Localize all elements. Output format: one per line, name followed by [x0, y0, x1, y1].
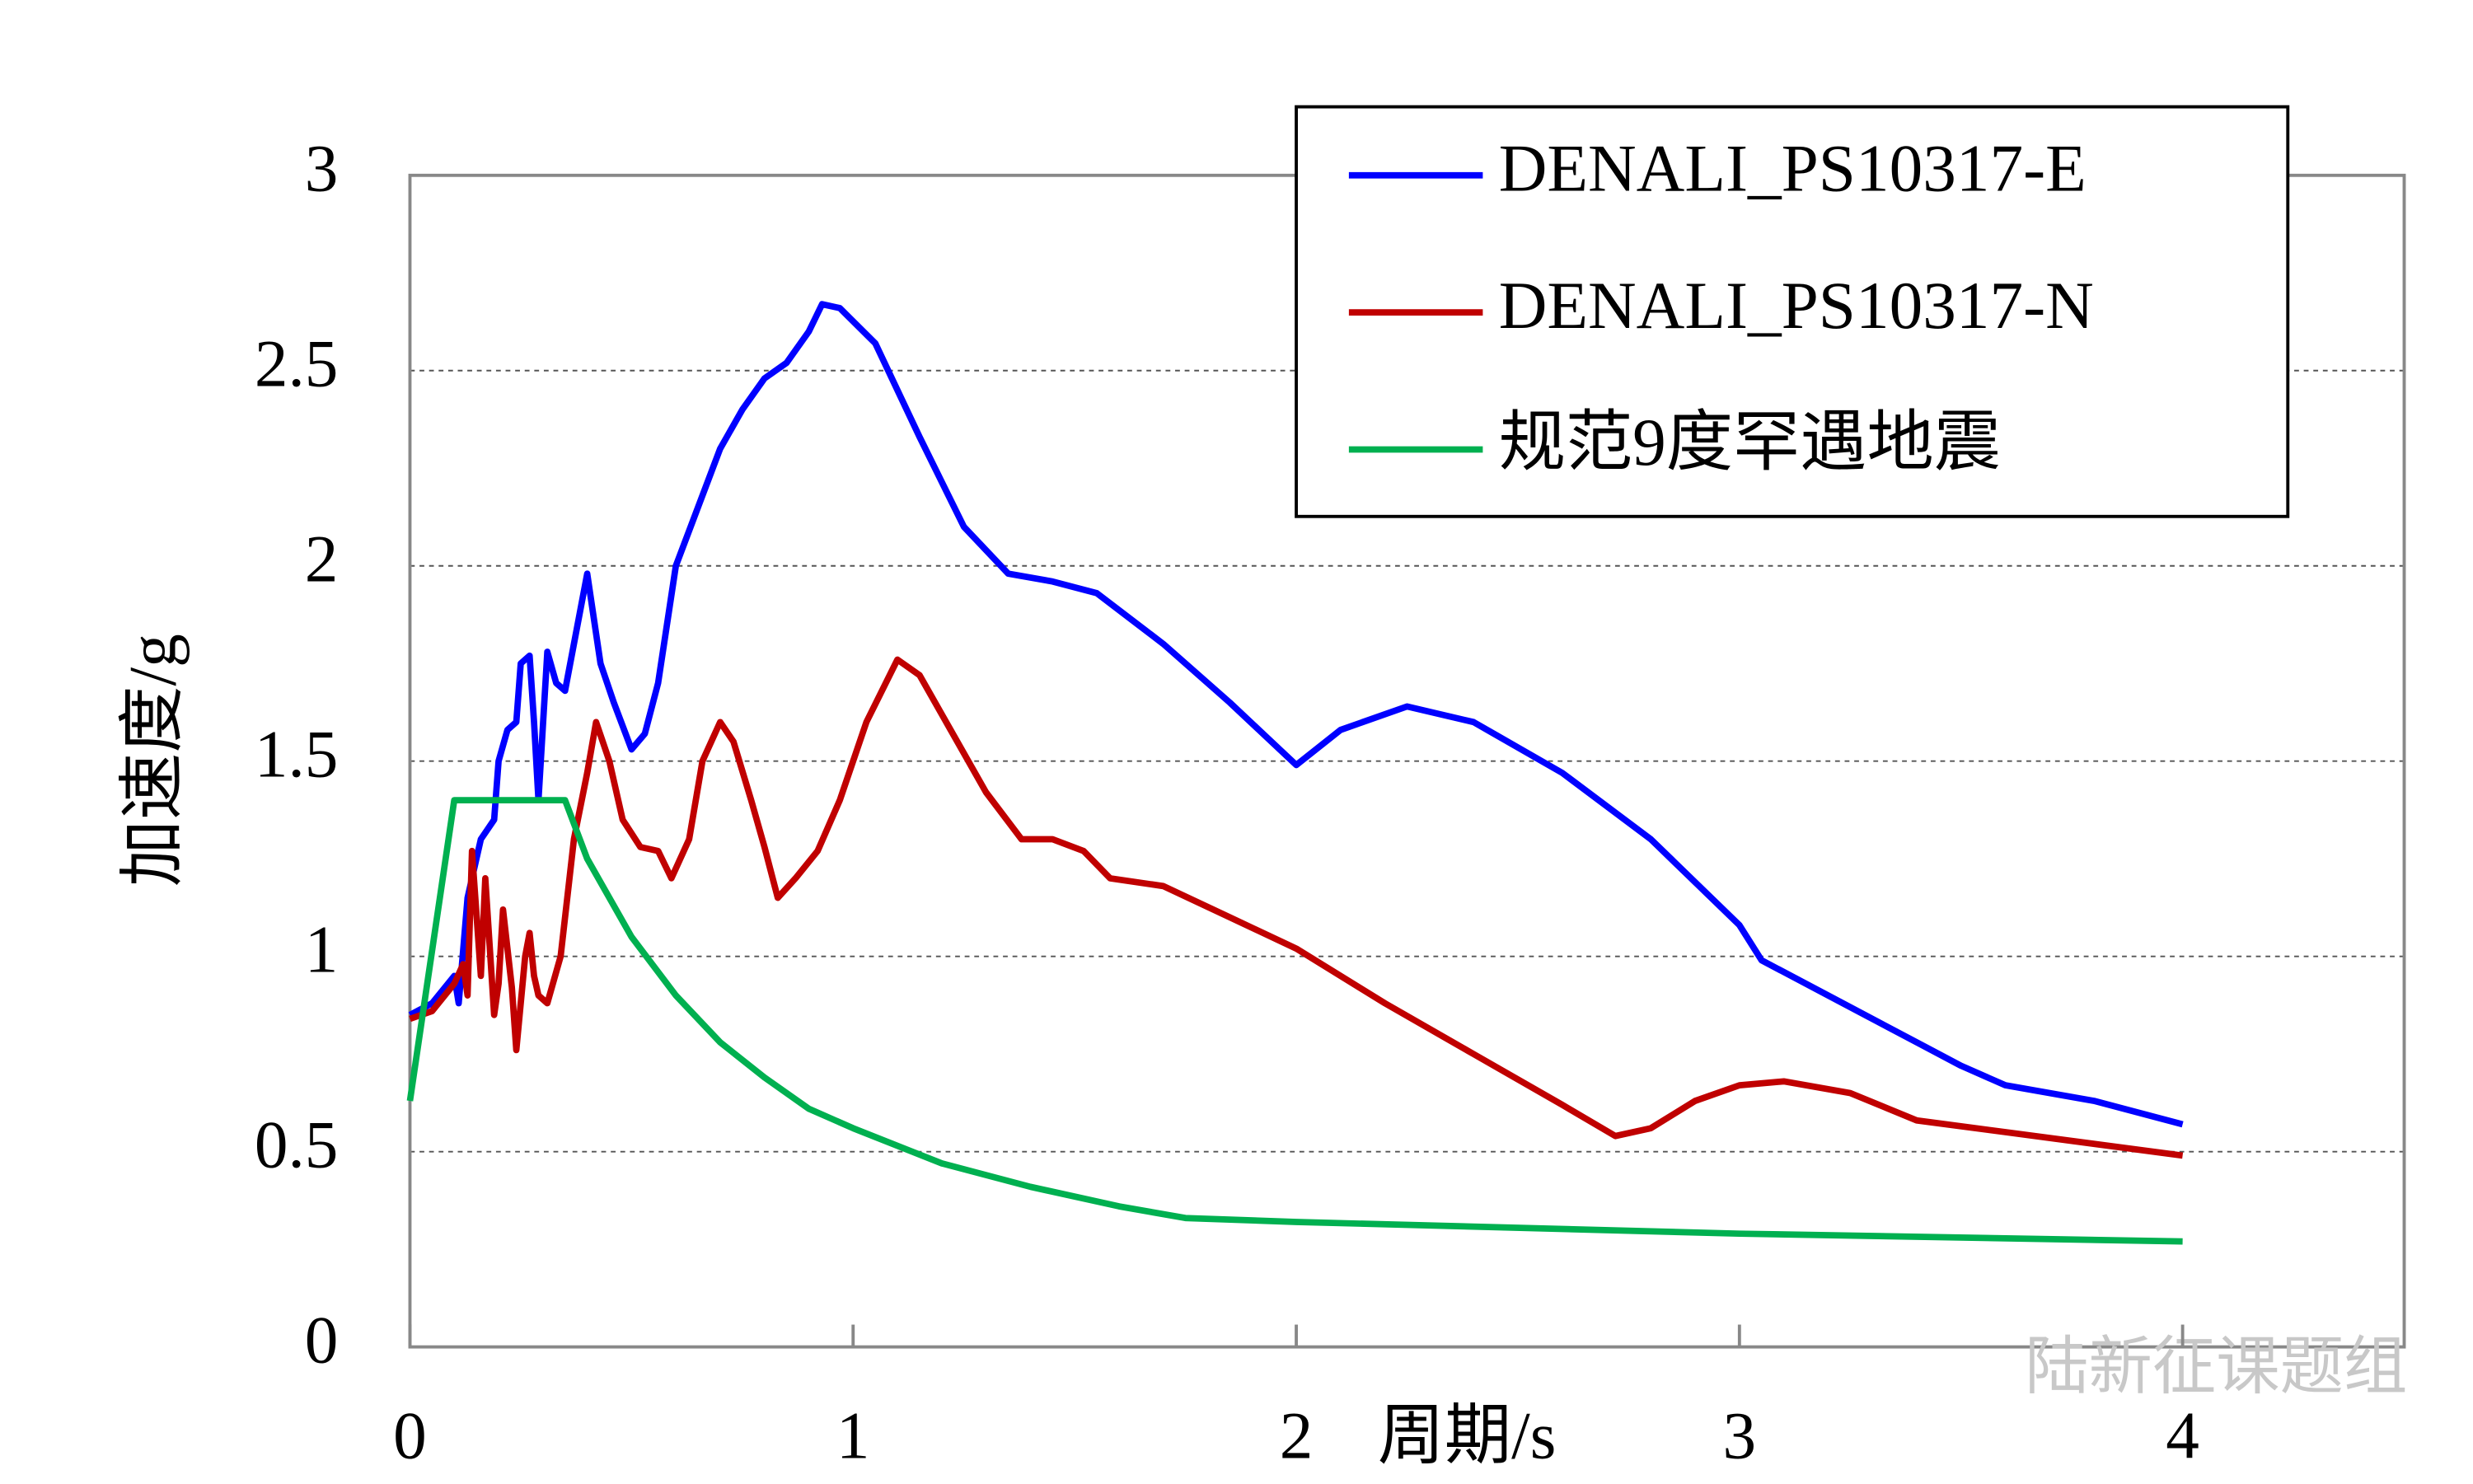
x-axis-label: 周期/s: [1378, 1398, 1557, 1472]
legend-label: 规范9度罕遇地震: [1499, 405, 2001, 480]
y-axis-label: 加速度/g: [115, 634, 190, 887]
x-tick-label: 4: [2166, 1398, 2199, 1472]
x-tick-label: 1: [836, 1398, 870, 1472]
legend: DENALI_PS10317-E DENALI_PS10317-N 规范9度罕遇地震: [1295, 105, 2290, 518]
y-tick-label: 3: [305, 131, 339, 205]
legend-label: DENALI_PS10317-N: [1499, 269, 2094, 343]
y-tick-label: 2: [305, 522, 339, 596]
y-tick-label: 0: [305, 1303, 339, 1377]
x-tick-label: 3: [1723, 1398, 1757, 1472]
series-line: [406, 797, 2183, 1245]
y-tick-label: 0.5: [255, 1107, 339, 1182]
series-line: [409, 656, 2184, 1159]
legend-label: DENALI_PS10317-E: [1499, 131, 2087, 205]
y-tick-label: 2.5: [255, 326, 339, 400]
y-tick-label: 1.5: [255, 717, 339, 791]
y-tick-label: 1: [305, 912, 339, 986]
series-line: [408, 301, 2184, 1128]
x-tick-label: 2: [1280, 1398, 1314, 1472]
x-tick-label: 0: [393, 1398, 427, 1472]
watermark: 陆新征课题组: [2025, 1330, 2407, 1404]
